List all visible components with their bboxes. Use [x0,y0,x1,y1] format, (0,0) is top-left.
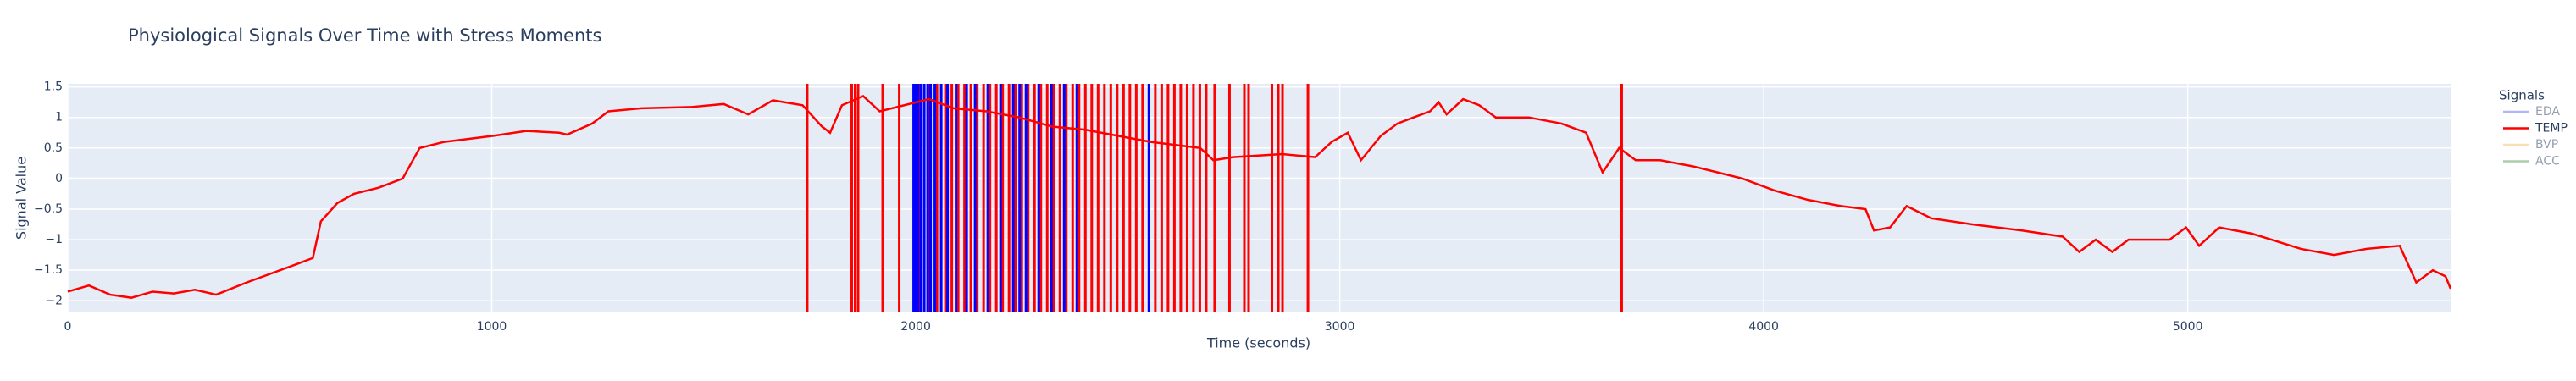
chart-title: Physiological Signals Over Time with Str… [128,25,601,46]
legend-title: Signals [2499,88,2545,103]
legend-label[interactable]: BVP [2535,138,2558,152]
x-tick-label: 1000 [477,320,507,334]
legend-label[interactable]: EDA [2535,105,2560,119]
plot-background [68,84,2451,312]
y-tick-label: −2 [45,294,63,307]
legend-label[interactable]: TEMP [2534,122,2568,135]
y-tick-label: −1.5 [34,263,63,277]
x-tick-label: 3000 [1325,320,1355,334]
x-tick-label: 0 [64,320,72,334]
y-tick-label: −0.5 [34,202,63,216]
x-axis-title: Time (seconds) [1206,335,1310,351]
y-tick-label: 1.5 [44,80,63,94]
y-tick-label: −1 [45,233,63,246]
y-tick-label: 0.5 [44,141,63,155]
x-tick-label: 5000 [2173,320,2203,334]
y-tick-label: 1 [55,111,63,124]
series-line [67,94,2452,299]
legend-label[interactable]: ACC [2535,155,2560,168]
x-tick-label: 2000 [900,320,931,334]
y-tick-label: 0 [55,172,63,185]
x-tick-label: 4000 [1748,320,1779,334]
y-axis-title: Signal Value [14,157,30,240]
